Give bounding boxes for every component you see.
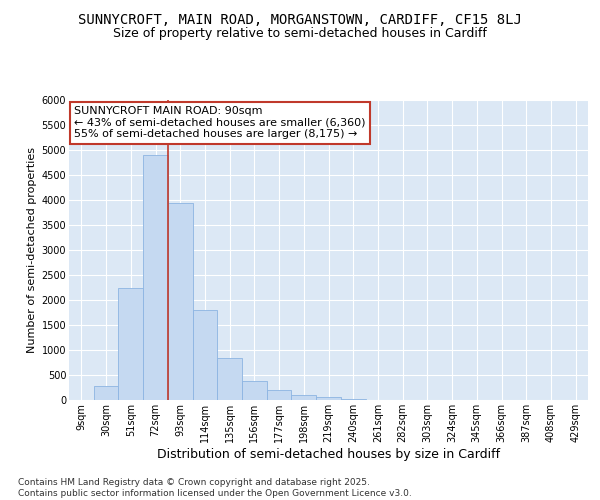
- Bar: [168, 202, 193, 400]
- Text: Size of property relative to semi-detached houses in Cardiff: Size of property relative to semi-detach…: [113, 28, 487, 40]
- Bar: [143, 155, 168, 400]
- Bar: [267, 390, 292, 400]
- Text: Contains HM Land Registry data © Crown copyright and database right 2025.
Contai: Contains HM Land Registry data © Crown c…: [18, 478, 412, 498]
- Bar: [316, 397, 341, 400]
- Bar: [292, 395, 316, 400]
- X-axis label: Distribution of semi-detached houses by size in Cardiff: Distribution of semi-detached houses by …: [157, 448, 500, 460]
- Bar: [118, 288, 143, 400]
- Bar: [242, 381, 267, 400]
- Bar: [341, 399, 365, 400]
- Y-axis label: Number of semi-detached properties: Number of semi-detached properties: [28, 147, 37, 353]
- Text: SUNNYCROFT MAIN ROAD: 90sqm
← 43% of semi-detached houses are smaller (6,360)
55: SUNNYCROFT MAIN ROAD: 90sqm ← 43% of sem…: [74, 106, 365, 139]
- Bar: [217, 358, 242, 400]
- Bar: [193, 310, 217, 400]
- Text: SUNNYCROFT, MAIN ROAD, MORGANSTOWN, CARDIFF, CF15 8LJ: SUNNYCROFT, MAIN ROAD, MORGANSTOWN, CARD…: [78, 12, 522, 26]
- Bar: [94, 386, 118, 400]
